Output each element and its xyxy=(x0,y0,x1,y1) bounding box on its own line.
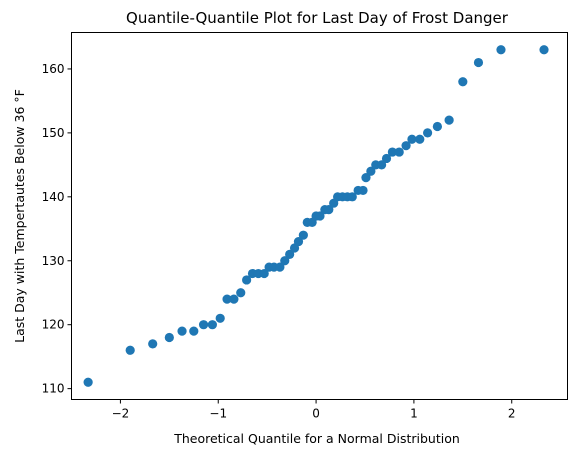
y-tick-label: 150 xyxy=(42,126,65,140)
data-point xyxy=(275,262,285,272)
data-point xyxy=(423,128,433,138)
data-point xyxy=(198,320,209,330)
y-tick-label: 120 xyxy=(42,318,65,332)
x-tick-label: 2 xyxy=(508,407,516,421)
data-point xyxy=(259,268,269,279)
data-point xyxy=(148,339,158,349)
data-point xyxy=(280,256,290,266)
x-axis-ticks: −2 −1 0 1 2 xyxy=(112,399,516,421)
x-tick-label: −1 xyxy=(209,407,227,421)
data-point xyxy=(458,77,468,87)
x-tick-label: −2 xyxy=(112,407,130,421)
data-point xyxy=(298,230,308,240)
data-points xyxy=(83,45,549,387)
data-point xyxy=(229,294,239,304)
y-tick-label: 140 xyxy=(42,190,65,204)
data-point xyxy=(83,377,93,387)
data-point xyxy=(432,121,442,132)
data-point xyxy=(347,192,357,202)
data-point xyxy=(381,153,392,164)
data-point xyxy=(366,166,376,176)
data-point xyxy=(387,147,397,157)
data-point xyxy=(401,141,411,151)
y-axis-ticks: 110 120 130 140 150 160 xyxy=(42,62,72,396)
data-point xyxy=(394,147,404,157)
data-point xyxy=(473,57,484,68)
data-point xyxy=(539,45,549,55)
y-tick-label: 160 xyxy=(42,62,65,76)
data-point xyxy=(215,313,225,323)
data-point xyxy=(189,326,199,336)
y-tick-label: 110 xyxy=(42,382,65,396)
data-point xyxy=(315,211,325,221)
data-point xyxy=(236,288,246,298)
data-point xyxy=(242,275,252,285)
data-point xyxy=(164,332,174,343)
data-point xyxy=(358,185,368,196)
data-point xyxy=(415,134,425,144)
data-point xyxy=(177,326,187,336)
data-point xyxy=(293,236,304,247)
plot-frame xyxy=(71,32,568,400)
x-axis-label: Theoretical Quantile for a Normal Distri… xyxy=(173,431,460,446)
y-axis-label: Last Day with Tempertautes Below 36 °F xyxy=(12,89,27,343)
data-point xyxy=(207,320,217,330)
data-point xyxy=(361,173,371,183)
x-tick-label: 1 xyxy=(410,407,418,421)
data-point xyxy=(222,294,232,304)
data-point xyxy=(285,249,295,259)
data-point xyxy=(496,45,506,55)
x-tick-label: 0 xyxy=(312,407,320,421)
data-point xyxy=(324,205,334,215)
data-point xyxy=(407,134,417,144)
chart-title: Quantile-Quantile Plot for Last Day of F… xyxy=(126,9,509,27)
data-point xyxy=(444,115,454,125)
data-point xyxy=(377,160,387,170)
data-point xyxy=(125,345,135,355)
y-tick-label: 130 xyxy=(42,254,65,268)
